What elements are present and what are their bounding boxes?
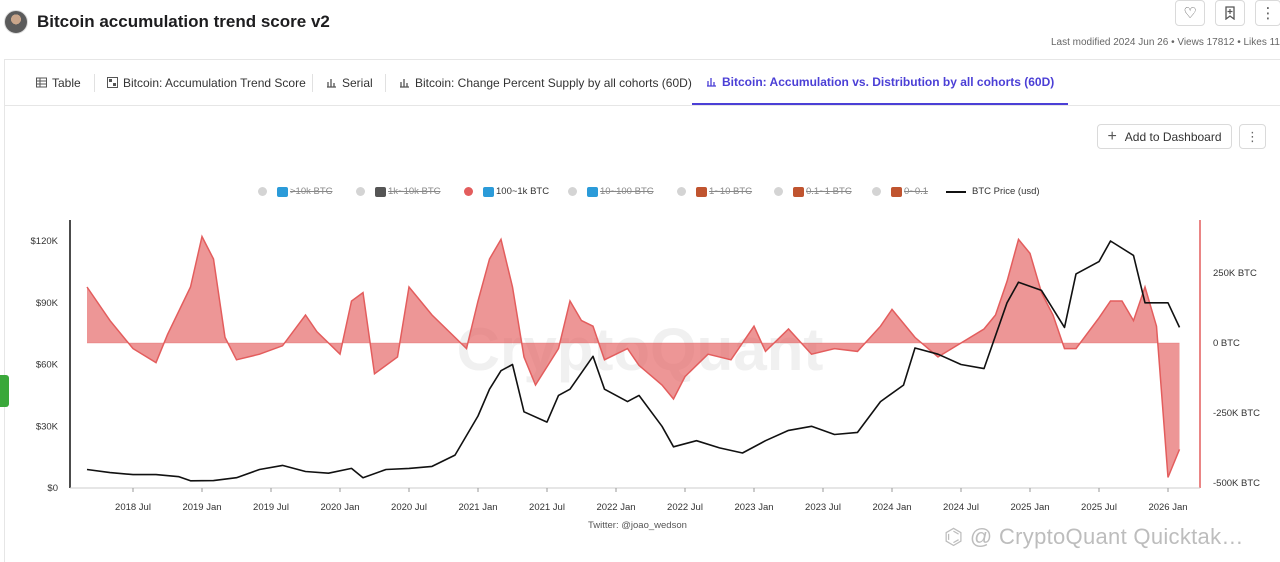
x-tick-label: 2023 Jan — [734, 502, 773, 513]
legend-item-btc-price[interactable]: BTC Price (usd) — [946, 186, 1040, 197]
x-tick-label: 2025 Jul — [1081, 502, 1117, 513]
tab-label: Bitcoin: Accumulation Trend Score — [123, 75, 306, 90]
y-right-tick-label: 0 BTC — [1213, 338, 1240, 349]
x-tick-label: 2024 Jul — [943, 502, 979, 513]
octopus-icon — [793, 186, 804, 197]
legend-label: BTC Price (usd) — [972, 186, 1040, 197]
legend-item-0-1-1[interactable]: 0.1~1 BTC — [774, 186, 852, 197]
tab-divider — [94, 74, 95, 92]
y-right-tick-label: -500K BTC — [1213, 478, 1260, 489]
legend-label: 1k~10k BTC — [388, 186, 441, 197]
tab-table[interactable]: Table — [36, 60, 81, 105]
table-icon — [36, 77, 47, 88]
legend-toggle-dot — [872, 187, 881, 196]
plus-icon: + — [1107, 127, 1117, 145]
add-to-dashboard-label: Add to Dashboard — [1124, 129, 1222, 144]
legend-item-1-10[interactable]: 1~10 BTC — [677, 186, 752, 197]
legend-item-1k-10k[interactable]: 1k~10k BTC — [356, 186, 441, 197]
x-tick-label: 2026 Jan — [1148, 502, 1187, 513]
tab-label: Serial — [342, 75, 373, 90]
x-tick-label: 2023 Jul — [805, 502, 841, 513]
bar-chart-icon — [400, 79, 409, 88]
fish-icon — [587, 186, 598, 197]
page-meta: Last modified 2024 Jun 26 • Views 17812 … — [1050, 37, 1280, 48]
legend-label: >10k BTC — [290, 186, 333, 197]
legend-item-100-1k[interactable]: 100~1k BTC — [464, 186, 549, 197]
legend-toggle-dot — [464, 187, 473, 196]
tab-change-percent-supply[interactable]: Bitcoin: Change Percent Supply by all co… — [399, 60, 692, 105]
tab-label: Bitcoin: Change Percent Supply by all co… — [415, 75, 692, 90]
x-tick-label: 2020 Jul — [391, 502, 427, 513]
legend-label: 0.1~1 BTC — [806, 186, 852, 197]
legend-item-over-10k[interactable]: >10k BTC — [258, 186, 333, 197]
x-tick-label: 2019 Jan — [182, 502, 221, 513]
chart-panel — [4, 106, 1280, 562]
series-line-100-1k — [86, 234, 1181, 478]
more-vertical-icon: ⋮ — [1260, 5, 1276, 22]
chart-credit: Twitter: @joao_wedson — [588, 520, 687, 531]
bookmark-button[interactable] — [1215, 0, 1245, 26]
x-tick-label: 2021 Jan — [458, 502, 497, 513]
avatar[interactable] — [4, 10, 28, 34]
shrimp-icon — [891, 186, 902, 197]
chart-more-button[interactable]: ⋮ — [1239, 124, 1266, 149]
legend-label: 10~100 BTC — [600, 186, 654, 197]
bookmark-add-icon — [1225, 6, 1235, 20]
tab-serial[interactable]: Serial — [326, 60, 373, 105]
tab-accumulation-vs-distribution[interactable]: Bitcoin: Accumulation vs. Distribution b… — [692, 60, 1069, 105]
image-watermark: ⌬ @ CryptoQuant Quicktak… — [944, 524, 1244, 549]
y-left-tick-label: $0 — [47, 483, 58, 494]
tab-accumulation-trend-score[interactable]: Bitcoin: Accumulation Trend Score — [107, 60, 306, 105]
legend-toggle-dot — [568, 187, 577, 196]
x-tick-label: 2019 Jul — [253, 502, 289, 513]
x-tick-label: 2022 Jul — [667, 502, 703, 513]
bar-chart-icon — [327, 79, 336, 88]
y-right-tick-label: 250K BTC — [1213, 268, 1257, 279]
accumulation-chart: CryptoQuant $0$30K$60K$90K$120K-500K BTC… — [31, 220, 1260, 513]
legend-label: 0~0.1 — [904, 186, 929, 197]
x-tick-label: 2021 Jul — [529, 502, 565, 513]
y-left-tick-label: $30K — [36, 421, 59, 432]
x-tick-label: 2025 Jan — [1010, 502, 1049, 513]
page-header: Bitcoin accumulation trend score v2 ♡ ⋮ … — [0, 0, 1280, 58]
y-left-tick-label: $90K — [36, 298, 59, 309]
legend-item-10-100[interactable]: 10~100 BTC — [568, 186, 654, 197]
crab-icon — [696, 186, 707, 197]
side-drawer-handle[interactable] — [0, 375, 9, 407]
x-tick-label: 2024 Jan — [872, 502, 911, 513]
heatmap-icon — [107, 77, 118, 88]
tab-bar: Table Bitcoin: Accumulation Trend Score … — [4, 59, 1280, 106]
whale-icon — [277, 186, 288, 197]
y-right-tick-label: -250K BTC — [1213, 408, 1260, 419]
legend-toggle-dot — [258, 187, 267, 196]
y-left-tick-label: $60K — [36, 360, 59, 371]
heart-icon: ♡ — [1183, 5, 1197, 22]
header-more-button[interactable]: ⋮ — [1255, 0, 1280, 26]
tab-divider — [312, 74, 313, 92]
page-title: Bitcoin accumulation trend score v2 — [37, 12, 330, 31]
dolphin-icon — [483, 186, 494, 197]
legend-toggle-dot — [774, 187, 783, 196]
y-left-tick-label: $120K — [31, 236, 59, 247]
legend-label: 100~1k BTC — [496, 186, 550, 197]
x-tick-label: 2018 Jul — [115, 502, 151, 513]
tab-label: Bitcoin: Accumulation vs. Distribution b… — [722, 74, 1055, 89]
legend-line-swatch — [946, 190, 966, 193]
series-line-btc-price — [86, 240, 1181, 482]
x-tick-label: 2020 Jan — [320, 502, 359, 513]
tab-label: Table — [52, 75, 81, 90]
tab-divider — [385, 74, 386, 92]
legend-label: 1~10 BTC — [709, 186, 753, 197]
legend-toggle-dot — [677, 187, 686, 196]
add-to-dashboard-button[interactable]: + Add to Dashboard — [1097, 124, 1232, 149]
x-tick-label: 2022 Jan — [596, 502, 635, 513]
like-button[interactable]: ♡ — [1175, 0, 1205, 26]
bar-chart-icon — [707, 78, 716, 87]
legend-item-0-0-1[interactable]: 0~0.1 — [872, 186, 928, 197]
shark-icon — [375, 186, 386, 197]
more-vertical-icon: ⋮ — [1246, 128, 1259, 144]
legend-toggle-dot — [356, 187, 365, 196]
